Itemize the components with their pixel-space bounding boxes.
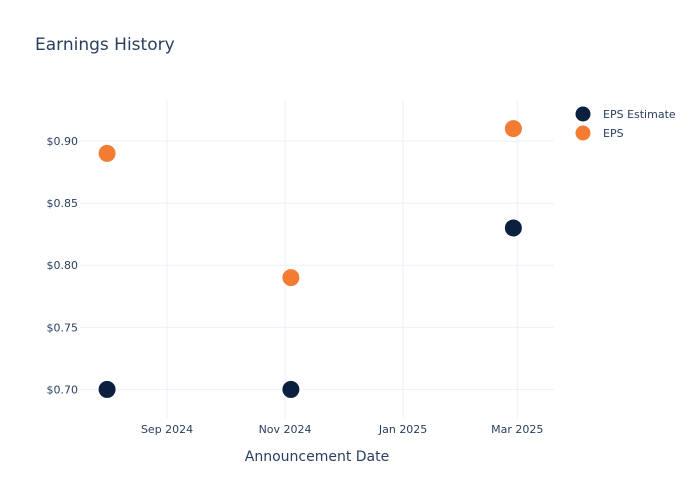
data-point-eps-estimate[interactable] <box>281 379 301 399</box>
y-tick-label: $0.70 <box>47 383 79 396</box>
y-tick-label: $0.75 <box>47 321 79 334</box>
data-point-eps[interactable] <box>503 119 523 139</box>
x-tick-label: Mar 2025 <box>491 423 543 436</box>
data-point-eps-estimate[interactable] <box>503 218 523 238</box>
data-points <box>97 119 523 399</box>
y-tick-label: $0.80 <box>47 259 79 272</box>
data-point-eps-estimate[interactable] <box>97 379 117 399</box>
legend-marker <box>575 106 591 122</box>
legend-marker <box>575 125 591 141</box>
x-axis: Sep 2024 Nov 2024 Jan 2025 Mar 2025 <box>141 423 543 436</box>
x-tick-label: Nov 2024 <box>259 423 312 436</box>
chart-title: Earnings History <box>35 35 175 55</box>
x-tick-label: Jan 2025 <box>378 423 427 436</box>
x-axis-title: Announcement Date <box>245 449 389 465</box>
legend: EPS Estimate EPS <box>575 106 676 141</box>
y-tick-label: $0.90 <box>47 135 79 148</box>
legend-label[interactable]: EPS Estimate <box>603 108 676 121</box>
x-tick-label: Sep 2024 <box>141 423 193 436</box>
y-axis: $0.70 $0.75 $0.80 $0.85 $0.90 <box>47 135 79 396</box>
legend-label[interactable]: EPS <box>603 127 624 140</box>
data-point-eps[interactable] <box>281 268 301 288</box>
y-tick-label: $0.85 <box>47 197 79 210</box>
data-point-eps[interactable] <box>97 143 117 163</box>
grid-lines <box>80 100 554 418</box>
